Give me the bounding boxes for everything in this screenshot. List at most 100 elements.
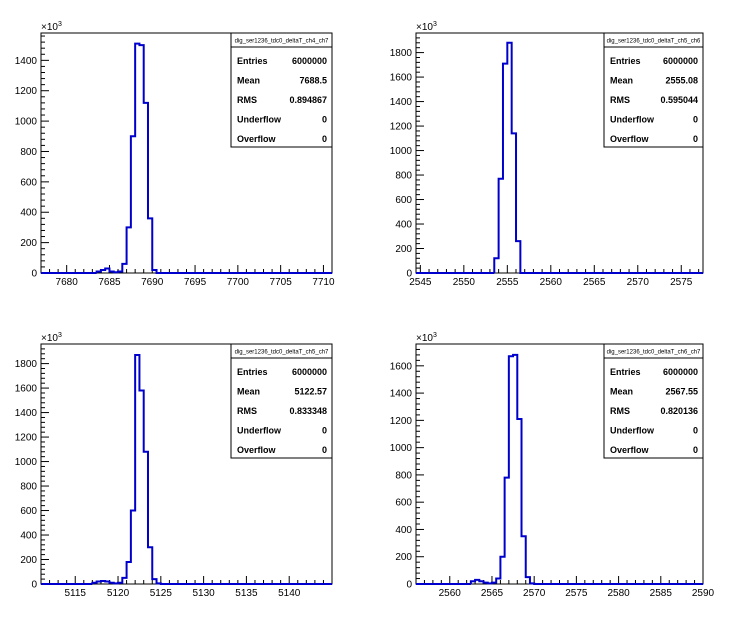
y-multiplier-base: ×10 — [41, 22, 58, 33]
y-tick-label: 1000 — [15, 457, 38, 468]
stats-label: Overflow — [610, 134, 650, 144]
y-tick-label: 1200 — [390, 122, 413, 133]
stats-label: RMS — [610, 406, 630, 416]
y-tick-label: 1600 — [390, 73, 413, 84]
stats-value: 0 — [322, 134, 327, 144]
x-tick-label: 5140 — [278, 588, 301, 599]
stats-title: dig_ser1236_tdc0_deltaT_ch6_ch7 — [607, 350, 701, 356]
y-tick-label: 1400 — [390, 97, 413, 108]
stats-value: 2555.08 — [665, 76, 698, 86]
y-axis-multiplier: ×103 — [41, 21, 62, 33]
stats-label: Entries — [237, 367, 268, 377]
stats-value: 5122.57 — [294, 387, 327, 397]
stats-value: 6000000 — [292, 367, 327, 377]
y-tick-label: 0 — [406, 580, 412, 591]
stats-value: 7688.5 — [299, 76, 327, 86]
stats-value: 0.833348 — [289, 406, 327, 416]
stats-label: Underflow — [237, 426, 282, 436]
x-tick-label: 2545 — [409, 277, 432, 288]
stats-value: 0.820136 — [660, 406, 698, 416]
x-tick-label: 7705 — [270, 277, 293, 288]
stats-value: 0 — [693, 445, 698, 455]
x-tick-label: 5120 — [107, 588, 130, 599]
y-tick-label: 1400 — [15, 408, 38, 419]
stats-label: Overflow — [237, 134, 277, 144]
stats-label: Overflow — [610, 445, 650, 455]
histogram-outline — [469, 353, 703, 585]
stats-title: dig_ser1236_tdc0_deltaT_ch5_ch7 — [235, 350, 329, 356]
y-multiplier-exponent: 3 — [433, 332, 437, 339]
y-tick-label: 1200 — [390, 416, 413, 427]
stats-label: Mean — [237, 76, 260, 86]
y-tick-label: 400 — [20, 208, 37, 219]
y-tick-label: 600 — [20, 506, 37, 517]
x-tick-label: 2565 — [583, 277, 606, 288]
stats-value: 0.894867 — [289, 95, 327, 105]
x-tick-label: 5115 — [64, 588, 86, 599]
histogram-outline — [493, 41, 703, 274]
stats-label: Mean — [610, 387, 633, 397]
y-axis-multiplier: ×103 — [416, 332, 437, 344]
x-tick-label: 5125 — [150, 588, 173, 599]
stats-label: Mean — [237, 387, 260, 397]
y-tick-label: 400 — [395, 220, 412, 231]
y-multiplier-base: ×10 — [416, 333, 433, 344]
y-tick-label: 800 — [395, 171, 412, 182]
y-tick-label: 800 — [20, 482, 37, 493]
y-tick-label: 1400 — [390, 389, 413, 400]
y-tick-label: 800 — [395, 470, 412, 481]
stats-value: 0 — [693, 115, 698, 125]
y-multiplier-base: ×10 — [416, 22, 433, 33]
x-tick-label: 5130 — [192, 588, 215, 599]
y-axis-multiplier: ×103 — [416, 21, 437, 33]
y-tick-label: 0 — [406, 269, 412, 280]
y-multiplier-exponent: 3 — [58, 21, 62, 28]
stats-title: dig_ser1236_tdc0_deltaT_ch5_ch6 — [607, 39, 701, 45]
x-tick-label: 2570 — [523, 588, 546, 599]
x-tick-label: 2560 — [439, 588, 462, 599]
x-tick-label: 2565 — [481, 588, 504, 599]
histogram-panel-2: 2545 2550 2555 2560 2565 2570 2575 0 200 400 600 80… — [390, 21, 704, 288]
stats-value: 0 — [322, 426, 327, 436]
x-tick-label: 5135 — [235, 588, 258, 599]
stats-value: 0 — [322, 115, 327, 125]
histogram-panel-1: 7680 7685 7690 7695 7700 7705 7710 0 200 400 600 80… — [15, 21, 335, 288]
y-tick-label: 400 — [395, 525, 412, 536]
stats-label: Underflow — [610, 426, 655, 436]
stats-label: Underflow — [610, 115, 655, 125]
y-tick-label: 1200 — [15, 86, 38, 97]
stats-label: RMS — [237, 95, 257, 105]
y-axis-multiplier: ×103 — [41, 332, 62, 344]
x-tick-label: 2555 — [496, 277, 519, 288]
stats-value: 6000000 — [663, 367, 698, 377]
stats-label: RMS — [237, 406, 257, 416]
y-multiplier-base: ×10 — [41, 333, 58, 344]
stats-value: 0 — [693, 134, 698, 144]
y-tick-label: 0 — [31, 269, 37, 280]
y-tick-label: 1600 — [390, 361, 413, 372]
x-tick-label: 2585 — [650, 588, 673, 599]
stats-box — [230, 343, 333, 459]
y-tick-label: 1800 — [390, 48, 413, 59]
stats-value: 0 — [322, 445, 327, 455]
y-multiplier-exponent: 3 — [433, 21, 437, 28]
stats-value: 6000000 — [292, 56, 327, 66]
stats-value: 0 — [693, 426, 698, 436]
stats-label: Entries — [610, 56, 641, 66]
y-tick-label: 200 — [20, 238, 37, 249]
histogram-outline — [91, 354, 332, 585]
y-tick-label: 0 — [31, 580, 37, 591]
y-tick-label: 1400 — [15, 56, 38, 67]
y-tick-label: 1000 — [15, 117, 38, 128]
x-tick-label: 7700 — [227, 277, 250, 288]
stats-box — [230, 32, 333, 148]
x-tick-label: 2575 — [670, 277, 693, 288]
histogram-outline — [95, 42, 332, 274]
x-tick-label: 2590 — [692, 588, 715, 599]
x-tick-label: 7690 — [141, 277, 164, 288]
stats-box — [603, 32, 704, 148]
stats-value: 6000000 — [663, 56, 698, 66]
x-tick-label: 7710 — [312, 277, 335, 288]
y-tick-label: 1000 — [390, 443, 413, 454]
